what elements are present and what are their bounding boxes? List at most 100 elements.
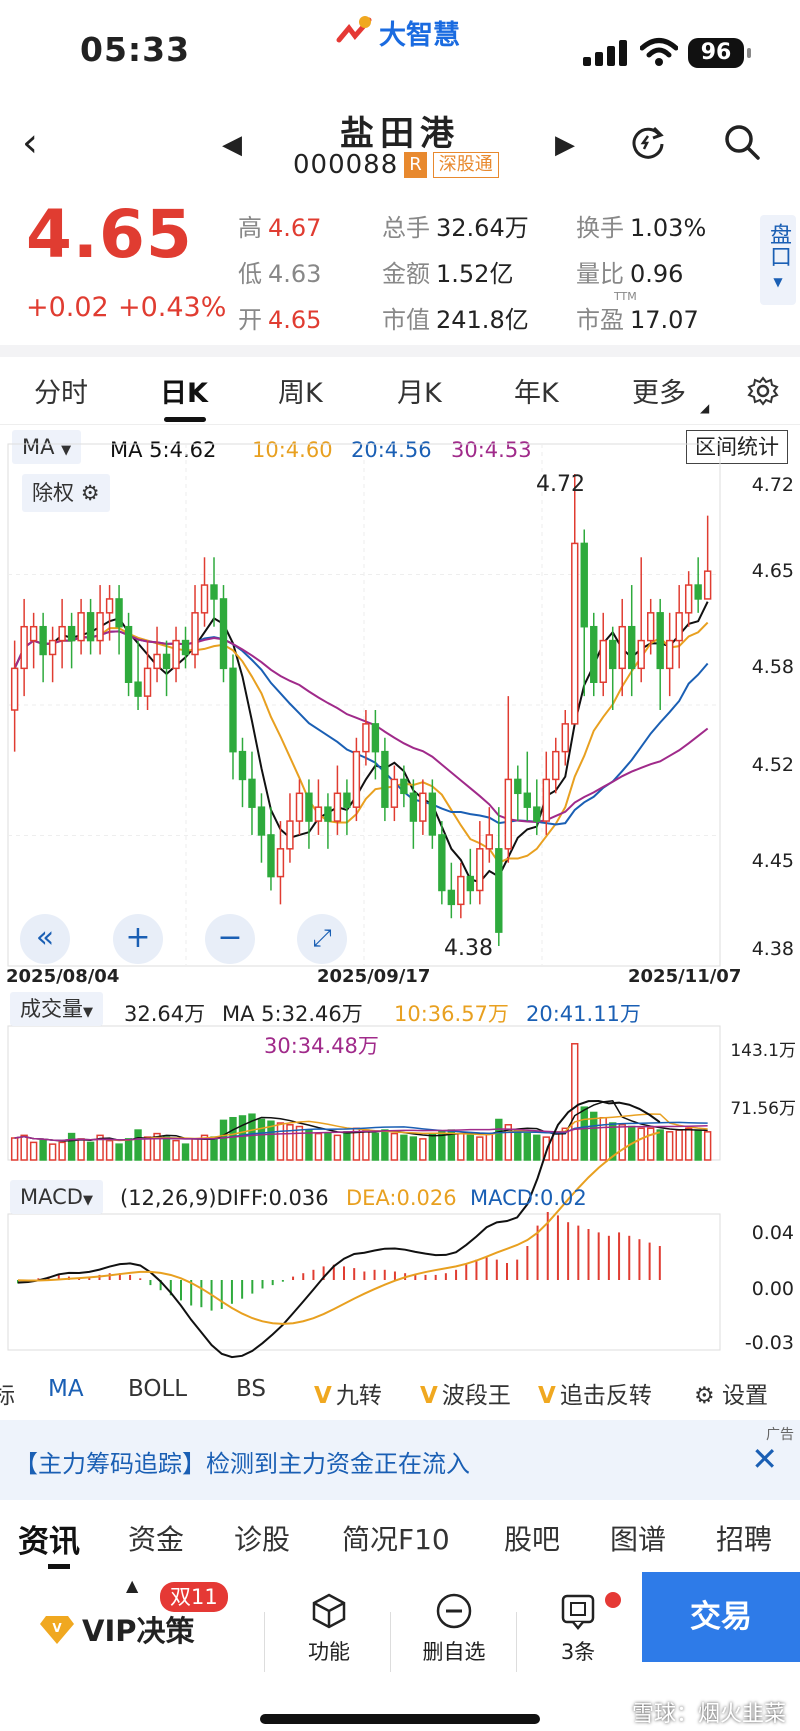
quote-label: 高 — [238, 214, 262, 242]
volume-bar — [343, 1131, 351, 1161]
ma30-value: 30:4.53 — [451, 438, 532, 462]
next-stock-icon[interactable]: ▶ — [555, 130, 575, 160]
tab-news[interactable]: 资讯 — [18, 1524, 80, 1560]
ind-settings-button[interactable]: ⚙ 设置 — [694, 1376, 768, 1410]
ind-tab-boll[interactable]: BOLL — [128, 1376, 188, 1402]
home-indicator — [260, 1714, 540, 1724]
refresh-icon[interactable] — [628, 122, 668, 162]
volume-bar — [580, 1106, 588, 1161]
candle-body — [476, 848, 484, 892]
candle-body — [466, 875, 475, 892]
function-button[interactable]: 功能 — [284, 1592, 374, 1666]
candle-body — [485, 834, 494, 850]
trade-button[interactable]: 交易 — [642, 1572, 800, 1662]
tab-intraday[interactable]: 分时 — [34, 378, 88, 409]
volume-bar — [371, 1132, 380, 1161]
volume-bar — [39, 1139, 47, 1161]
tab-funds[interactable]: 资金 — [128, 1523, 185, 1556]
tab-monthly[interactable]: 月K — [397, 378, 442, 409]
search-icon[interactable] — [722, 122, 762, 162]
ind-tab-bs[interactable]: BS — [236, 1376, 266, 1402]
ttm-label: TTM — [614, 290, 637, 303]
volume-bar — [656, 1129, 664, 1161]
vip-button[interactable]: V VIP决策 — [40, 1608, 195, 1650]
svg-text:V: V — [52, 1621, 62, 1635]
watermark: 雪球：烟火韭菜 — [631, 1702, 786, 1727]
zoom-out-icon[interactable]: − — [205, 914, 255, 964]
ma-selector[interactable]: MA ▼ — [12, 430, 82, 464]
volume-bar — [238, 1115, 247, 1161]
ind-tab-label: 波段王 — [441, 1383, 511, 1409]
tab-daily[interactable]: 日K — [160, 378, 208, 409]
volume-bar — [58, 1141, 66, 1161]
zoom-in-icon[interactable]: + — [113, 914, 163, 964]
candle-body — [96, 612, 104, 642]
candle-body — [153, 653, 161, 670]
volume-bar — [29, 1141, 38, 1161]
candle-body — [210, 584, 218, 600]
tab-more[interactable]: 更多 — [632, 378, 686, 409]
candle-body — [248, 778, 256, 808]
volume-bar — [362, 1129, 370, 1161]
kline-chart[interactable] — [0, 426, 800, 1366]
pankou-button[interactable]: 盘口 ▼ — [760, 215, 796, 305]
volume-bar — [134, 1129, 142, 1161]
candle-body — [362, 723, 370, 753]
quote-value: 4.67 — [268, 214, 322, 242]
ind-tab-jiuzhuan[interactable]: V 九转 — [314, 1376, 382, 1410]
back-arrow-icon[interactable]: ‹ — [22, 120, 38, 166]
macd-selector[interactable]: MACD▼ — [10, 1180, 103, 1214]
high-marker: 4.72 — [536, 472, 585, 497]
quote-label: 市盈 — [576, 306, 624, 334]
fullscreen-icon[interactable]: ⤢ — [297, 914, 347, 964]
candle-body — [143, 667, 152, 697]
exright-button[interactable]: 除权 ⚙ — [22, 474, 110, 512]
volume-bar — [314, 1132, 323, 1161]
candle-body — [523, 792, 531, 808]
chevron-down-icon: ▼ — [773, 275, 783, 289]
candle-body — [703, 570, 712, 600]
volume-bar — [476, 1136, 484, 1161]
messages-button[interactable]: 3条 — [533, 1592, 623, 1666]
volume-bar — [504, 1124, 512, 1161]
macd-axis-label: -0.03 — [744, 1332, 794, 1354]
tab-jobs[interactable]: 招聘 — [716, 1523, 773, 1556]
macd-params: (12,26,9)DIFF:0.036 — [120, 1186, 329, 1210]
y-axis-label: 4.38 — [751, 938, 794, 960]
ad-banner[interactable]: 【主力筹码追踪】检测到主力资金正在流入 广告 ✕ — [0, 1420, 800, 1500]
prev-stock-icon[interactable]: ◀ — [222, 130, 242, 160]
ma5-value: MA 5:4.62 — [110, 438, 217, 462]
candle-body — [656, 612, 664, 670]
tab-yearly[interactable]: 年K — [514, 378, 559, 409]
tab-forum[interactable]: 股吧 — [504, 1523, 561, 1556]
scroll-left-icon[interactable]: « — [20, 914, 70, 964]
candle-body — [438, 834, 446, 892]
ind-tab-zhuiji[interactable]: V 追击反转 — [538, 1376, 652, 1410]
tab-graph[interactable]: 图谱 — [610, 1523, 667, 1556]
chart-area: MA ▼ MA 5:4.62 10:4.60 20:4.56 30:4.53 区… — [0, 426, 800, 1366]
range-stats-button[interactable]: 区间统计 — [686, 430, 788, 464]
tab-f10[interactable]: 简况F10 — [342, 1523, 450, 1556]
volume-selector[interactable]: 成交量▼ — [10, 992, 103, 1026]
ind-tab-boduanwang[interactable]: V 波段王 — [420, 1376, 511, 1410]
volume-bar — [105, 1139, 114, 1161]
close-icon[interactable]: ✕ — [751, 1440, 778, 1478]
volume-bar — [96, 1134, 104, 1161]
quote-open: 开 4.65 — [238, 300, 321, 335]
gear-icon[interactable] — [747, 375, 779, 407]
macd-pane-frame — [7, 1213, 721, 1351]
tab-weekly[interactable]: 周K — [278, 378, 323, 409]
volume-bar — [637, 1127, 645, 1161]
candle-body — [533, 806, 541, 822]
macd-value: MACD:0.02 — [470, 1186, 587, 1210]
volume-bar — [333, 1134, 342, 1161]
remove-watchlist-button[interactable]: 删自选 — [409, 1592, 499, 1666]
tab-diagnosis[interactable]: 诊股 — [234, 1523, 291, 1556]
ind-tab-partial[interactable]: 标 — [0, 1383, 15, 1409]
candle-body — [333, 792, 342, 822]
volume-bar — [438, 1131, 446, 1161]
volume-bar — [162, 1136, 171, 1161]
candle-body — [514, 778, 522, 795]
candle-body — [390, 778, 399, 808]
ind-tab-ma[interactable]: MA — [48, 1376, 84, 1402]
